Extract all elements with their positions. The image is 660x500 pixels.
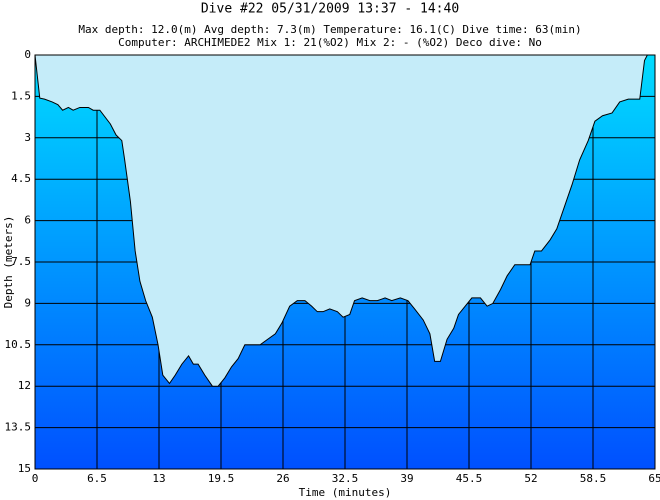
y-tick-label: 12 [18, 379, 31, 392]
x-tick-label: 52 [524, 472, 537, 485]
x-tick-label: 26 [276, 472, 289, 485]
plot-area [34, 54, 656, 470]
chart-title: Dive #22 05/31/2009 13:37 - 14:40 [201, 2, 459, 17]
x-tick-label: 0 [32, 472, 39, 485]
y-tick-label: 15 [18, 462, 31, 475]
x-tick-label: 39 [400, 472, 413, 485]
y-tick-label: 1.5 [11, 89, 31, 102]
x-tick-label: 65 [648, 472, 660, 485]
y-tick-label: 10.5 [5, 338, 32, 351]
y-tick-label: 0 [24, 48, 31, 61]
x-axis-label: Time (minutes) [299, 486, 392, 499]
y-tick-label: 7.5 [11, 255, 31, 268]
x-tick-label: 19.5 [208, 472, 235, 485]
y-tick-label: 3 [24, 131, 31, 144]
x-tick-label: 13 [152, 472, 165, 485]
y-tick-label: 9 [24, 296, 31, 309]
surface-area [35, 55, 648, 387]
x-tick-label: 45.5 [456, 472, 483, 485]
y-tick-label: 4.5 [11, 172, 31, 185]
plot-border [34, 54, 656, 470]
depth-profile [34, 54, 648, 387]
x-tick-label: 6.5 [87, 472, 107, 485]
y-tick-label: 13.5 [5, 421, 32, 434]
y-axis-label: Depth (meters) [2, 216, 15, 309]
x-tick-label: 58.5 [580, 472, 607, 485]
dive-info: Max depth: 12.0(m) Avg depth: 7.3(m) Tem… [78, 23, 581, 36]
dive-info: Computer: ARCHIMEDE2 Mix 1: 21(%O2) Mix … [118, 36, 542, 49]
x-tick-label: 32.5 [332, 472, 359, 485]
y-tick-label: 6 [24, 214, 31, 227]
